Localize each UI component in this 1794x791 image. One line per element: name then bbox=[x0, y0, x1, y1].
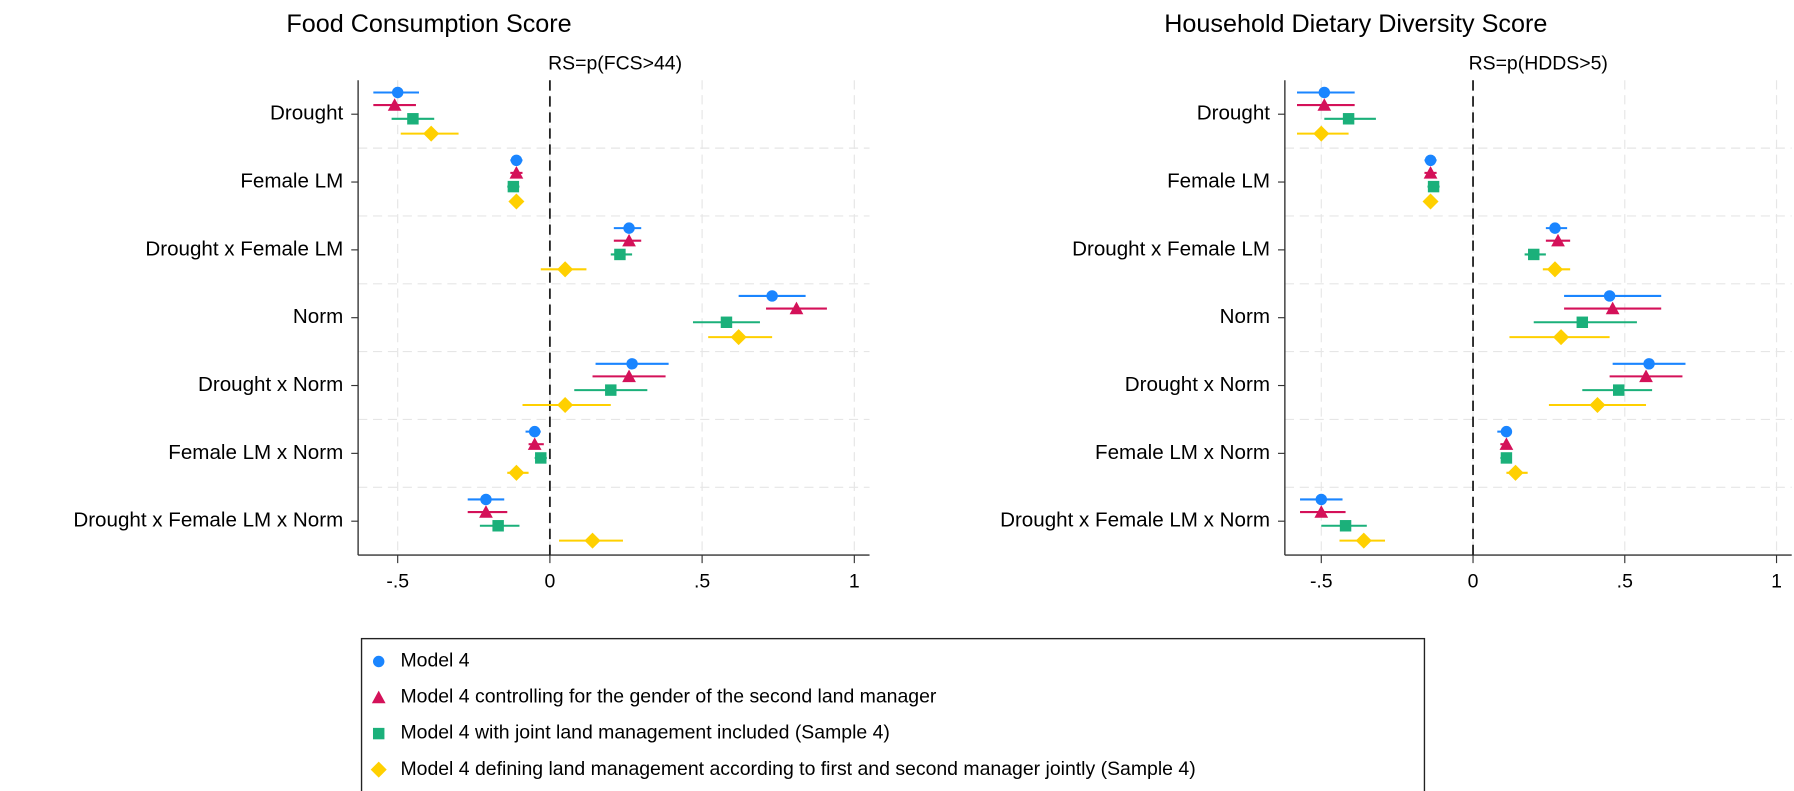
point bbox=[508, 193, 525, 210]
point bbox=[479, 505, 493, 518]
legend-marker bbox=[372, 727, 385, 740]
legend-box bbox=[360, 637, 1426, 791]
point bbox=[1589, 396, 1606, 413]
point bbox=[507, 180, 520, 193]
point bbox=[626, 358, 638, 370]
point bbox=[1317, 98, 1332, 111]
legend-label: Model 4 defining land management accordi… bbox=[400, 758, 1195, 780]
point bbox=[1639, 369, 1653, 383]
y-tick-label: Female LM bbox=[240, 169, 343, 192]
x-tick-label: .5 bbox=[694, 571, 710, 593]
point bbox=[1549, 222, 1561, 234]
y-tick-label: Female LM x Norm bbox=[168, 441, 343, 464]
point bbox=[1318, 86, 1331, 99]
point bbox=[1424, 154, 1437, 167]
point bbox=[1422, 193, 1439, 210]
point bbox=[1500, 425, 1513, 438]
point bbox=[720, 316, 733, 328]
point bbox=[1603, 290, 1616, 302]
chart-title: Household Dietary Diversity Score bbox=[1164, 10, 1547, 38]
annotation: RS=p(HDDS>5) bbox=[1469, 52, 1608, 74]
legend-label: Model 4 controlling for the gender of th… bbox=[400, 686, 936, 708]
point bbox=[508, 464, 525, 481]
point bbox=[789, 301, 804, 315]
y-tick-label: Female LM x Norm bbox=[1095, 441, 1270, 464]
point bbox=[391, 86, 404, 99]
x-tick-label: 0 bbox=[1468, 571, 1479, 593]
legend-marker bbox=[370, 761, 387, 778]
point bbox=[730, 329, 747, 346]
y-tick-label: Drought x Norm bbox=[198, 373, 343, 396]
point bbox=[614, 248, 626, 261]
point bbox=[480, 493, 492, 506]
point bbox=[1605, 301, 1620, 315]
point bbox=[1551, 233, 1565, 247]
point bbox=[407, 113, 419, 125]
point bbox=[557, 396, 574, 413]
x-tick-label: 1 bbox=[1771, 571, 1782, 593]
point bbox=[1355, 532, 1372, 549]
point bbox=[584, 532, 601, 549]
point bbox=[1339, 520, 1352, 532]
point bbox=[623, 222, 635, 234]
y-tick-label: Drought x Female LM x Norm bbox=[1000, 509, 1270, 532]
y-tick-label: Female LM bbox=[1167, 169, 1270, 192]
point bbox=[557, 261, 574, 278]
point bbox=[1612, 384, 1625, 396]
y-tick-label: Drought bbox=[1197, 102, 1270, 125]
point bbox=[1576, 316, 1589, 328]
y-tick-label: Drought x Female LM bbox=[145, 237, 343, 260]
y-tick-label: Drought x Norm bbox=[1125, 373, 1270, 396]
point bbox=[1546, 261, 1563, 278]
point bbox=[509, 166, 524, 179]
point bbox=[423, 125, 440, 142]
point bbox=[1313, 125, 1330, 142]
point bbox=[1500, 452, 1513, 464]
y-tick-label: Drought x Female LM bbox=[1072, 237, 1270, 260]
point bbox=[1528, 248, 1540, 261]
point bbox=[1427, 180, 1440, 193]
point bbox=[1315, 493, 1328, 506]
point bbox=[1423, 166, 1438, 179]
annotation: RS=p(FCS>44) bbox=[548, 52, 682, 74]
y-tick-label: Norm bbox=[1220, 305, 1270, 328]
x-tick-label: -.5 bbox=[1310, 571, 1333, 593]
point bbox=[1499, 437, 1514, 450]
x-tick-label: 1 bbox=[849, 571, 860, 593]
point bbox=[492, 520, 504, 532]
legend-label: Model 4 with joint land management inclu… bbox=[400, 722, 889, 744]
point bbox=[535, 452, 547, 464]
point bbox=[510, 154, 523, 167]
point bbox=[605, 384, 617, 396]
point bbox=[527, 437, 542, 450]
point bbox=[1507, 464, 1524, 481]
x-tick-label: .5 bbox=[1617, 571, 1633, 593]
point bbox=[622, 233, 636, 247]
y-tick-label: Drought bbox=[270, 102, 343, 125]
point bbox=[1342, 113, 1355, 125]
point bbox=[1314, 505, 1329, 518]
legend-marker bbox=[372, 655, 385, 668]
y-tick-label: Norm bbox=[293, 305, 343, 328]
x-tick-label: -.5 bbox=[386, 571, 409, 593]
legend-marker bbox=[371, 690, 386, 704]
point bbox=[1553, 329, 1570, 346]
point bbox=[387, 98, 402, 111]
legend-label: Model 4 bbox=[400, 650, 469, 672]
point bbox=[528, 425, 541, 438]
chart-title: Food Consumption Score bbox=[286, 10, 571, 38]
point bbox=[766, 290, 778, 302]
x-tick-label: 0 bbox=[544, 571, 555, 593]
y-tick-label: Drought x Female LM x Norm bbox=[73, 509, 343, 532]
point bbox=[1643, 358, 1655, 370]
point bbox=[622, 369, 636, 383]
